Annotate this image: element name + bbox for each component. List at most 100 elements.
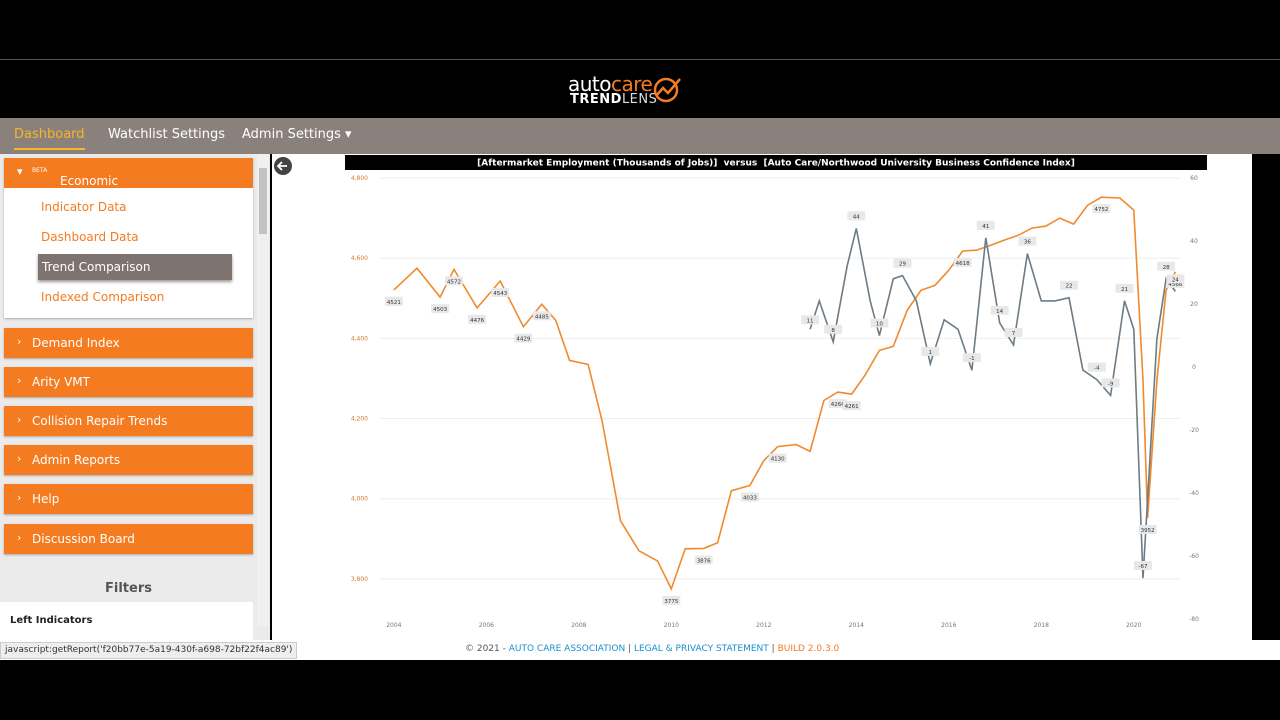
label-box [514, 333, 533, 343]
label-box [1138, 524, 1157, 534]
label-text: 10 [876, 322, 883, 328]
label-box [953, 257, 972, 267]
x-tick-label: 2012 [756, 622, 771, 629]
scrollbar[interactable] [257, 154, 269, 626]
nav-item[interactable]: Watchlist Settings [108, 127, 226, 142]
footer-build: BUILD 2.0.3.0 [777, 644, 840, 654]
x-tick-label: 2006 [479, 622, 494, 629]
label-text: 4261 [845, 404, 859, 410]
footer-part: | [625, 644, 634, 654]
data-label: 4752 [1092, 204, 1111, 214]
data-label: 4618 [953, 257, 972, 267]
label-text: -1 [969, 356, 974, 362]
filters-title: Filters [105, 581, 152, 596]
data-label: 36 [1018, 236, 1037, 246]
label-text: 4266 [831, 402, 845, 408]
menu-item-active[interactable]: Trend Comparison [38, 254, 232, 280]
data-label: 1 [921, 346, 940, 356]
data-label: 4261 [842, 401, 861, 411]
scroll-thumb[interactable] [259, 168, 267, 234]
label-box [824, 324, 843, 334]
logo-icon [653, 77, 681, 103]
y2-tick-label: -80 [1189, 616, 1199, 623]
label-box [1004, 327, 1023, 337]
footer: © 2021 - AUTO CARE ASSOCIATION | LEGAL &… [0, 640, 1280, 660]
label-box [662, 595, 681, 605]
footer-text: © 2021 - AUTO CARE ASSOCIATION | LEGAL &… [465, 644, 839, 654]
label-box [842, 401, 861, 411]
section-title: Help [32, 492, 60, 506]
y2-tick-label: 20 [1190, 301, 1198, 308]
label-box [847, 211, 866, 221]
section-button[interactable]: › Admin Reports [4, 445, 253, 475]
data-label: 44 [847, 211, 866, 221]
data-label: 7 [1004, 327, 1023, 337]
logo-text: LENS [621, 92, 658, 107]
label-box [1101, 378, 1120, 388]
back-icon [276, 161, 287, 171]
label-text: 7 [1012, 331, 1016, 337]
label-text: 1 [929, 350, 933, 356]
footer-link[interactable]: LEGAL & PRIVACY STATEMENT [633, 644, 769, 654]
y2-tick-label: 0 [1192, 364, 1196, 371]
label-box [990, 305, 1009, 315]
section-button[interactable]: › Arity VMT [4, 367, 253, 397]
label-text: 24 [1172, 277, 1179, 283]
label-text: 4476 [470, 318, 484, 324]
section-header[interactable]: ▾ Economic & Industry Indicators BETA [4, 158, 253, 230]
y-tick-label: 4,800 [351, 175, 368, 182]
section-title: Collision Repair Trends [32, 414, 168, 428]
menu-item[interactable]: Indicator Data [41, 200, 127, 214]
label-box [976, 220, 995, 230]
label-box [921, 346, 940, 356]
divider [0, 59, 1280, 60]
section-button[interactable]: › Collision Repair Trends [4, 406, 253, 436]
logo-text: TREND [570, 92, 622, 107]
label-text: 4618 [956, 261, 970, 267]
label-text: -4 [1094, 366, 1100, 372]
nav-item[interactable]: Admin Settings ▾ [242, 127, 352, 142]
label-box [870, 318, 889, 328]
label-box [384, 296, 403, 306]
menu-text: Trend Comparison [42, 260, 151, 274]
main: [Aftermarket Employment (Thousands of Jo… [272, 154, 1252, 640]
y-tick-label: 3,800 [351, 576, 368, 583]
data-label: 3952 [1138, 524, 1157, 534]
data-label: 4429 [514, 333, 533, 343]
section-title: Economic & Industry Indicators [60, 174, 120, 230]
title-bar [345, 155, 1207, 170]
section-button[interactable]: › Demand Index [4, 328, 253, 358]
section-button[interactable]: › Discussion Board [4, 524, 253, 554]
section-button[interactable]: › Help [4, 484, 253, 514]
label-box [1092, 204, 1111, 214]
menu-item[interactable]: Dashboard Data [41, 230, 139, 244]
label-box [1157, 261, 1176, 271]
chart-title: [Aftermarket Employment (Thousands of Jo… [477, 159, 1075, 169]
y-tick-label: 4,200 [351, 416, 368, 423]
logo[interactable]: autocare TRENDLENS [560, 72, 720, 112]
menu-item[interactable]: Indexed Comparison [41, 290, 165, 304]
label-text: 21 [1121, 287, 1128, 293]
nav-item[interactable]: Dashboard [14, 127, 85, 150]
data-label: 41 [976, 220, 995, 230]
data-label: 14 [990, 305, 1009, 315]
x-tick-label: 2010 [664, 622, 679, 629]
data-label: -9 [1101, 378, 1120, 388]
data-label: 29 [893, 258, 912, 268]
filter-label: Left Indicators [10, 615, 93, 626]
label-box [1087, 362, 1106, 372]
label-text: 4543 [493, 291, 507, 297]
label-text: 4503 [433, 307, 447, 313]
label-text: 8 [831, 328, 835, 334]
x-tick-label: 2014 [849, 622, 864, 629]
footer-part: | [768, 644, 778, 654]
logo-text: care [611, 72, 653, 96]
x-tick-label: 2004 [386, 622, 401, 629]
section-title: Admin Reports [32, 453, 121, 467]
badge: BETA [32, 167, 48, 174]
data-label: 28 [1157, 261, 1176, 271]
section-title: Arity VMT [32, 375, 90, 389]
label-text: 3775 [664, 599, 678, 605]
label-text: 4521 [387, 300, 401, 306]
footer-link[interactable]: AUTO CARE ASSOCIATION [508, 644, 626, 654]
